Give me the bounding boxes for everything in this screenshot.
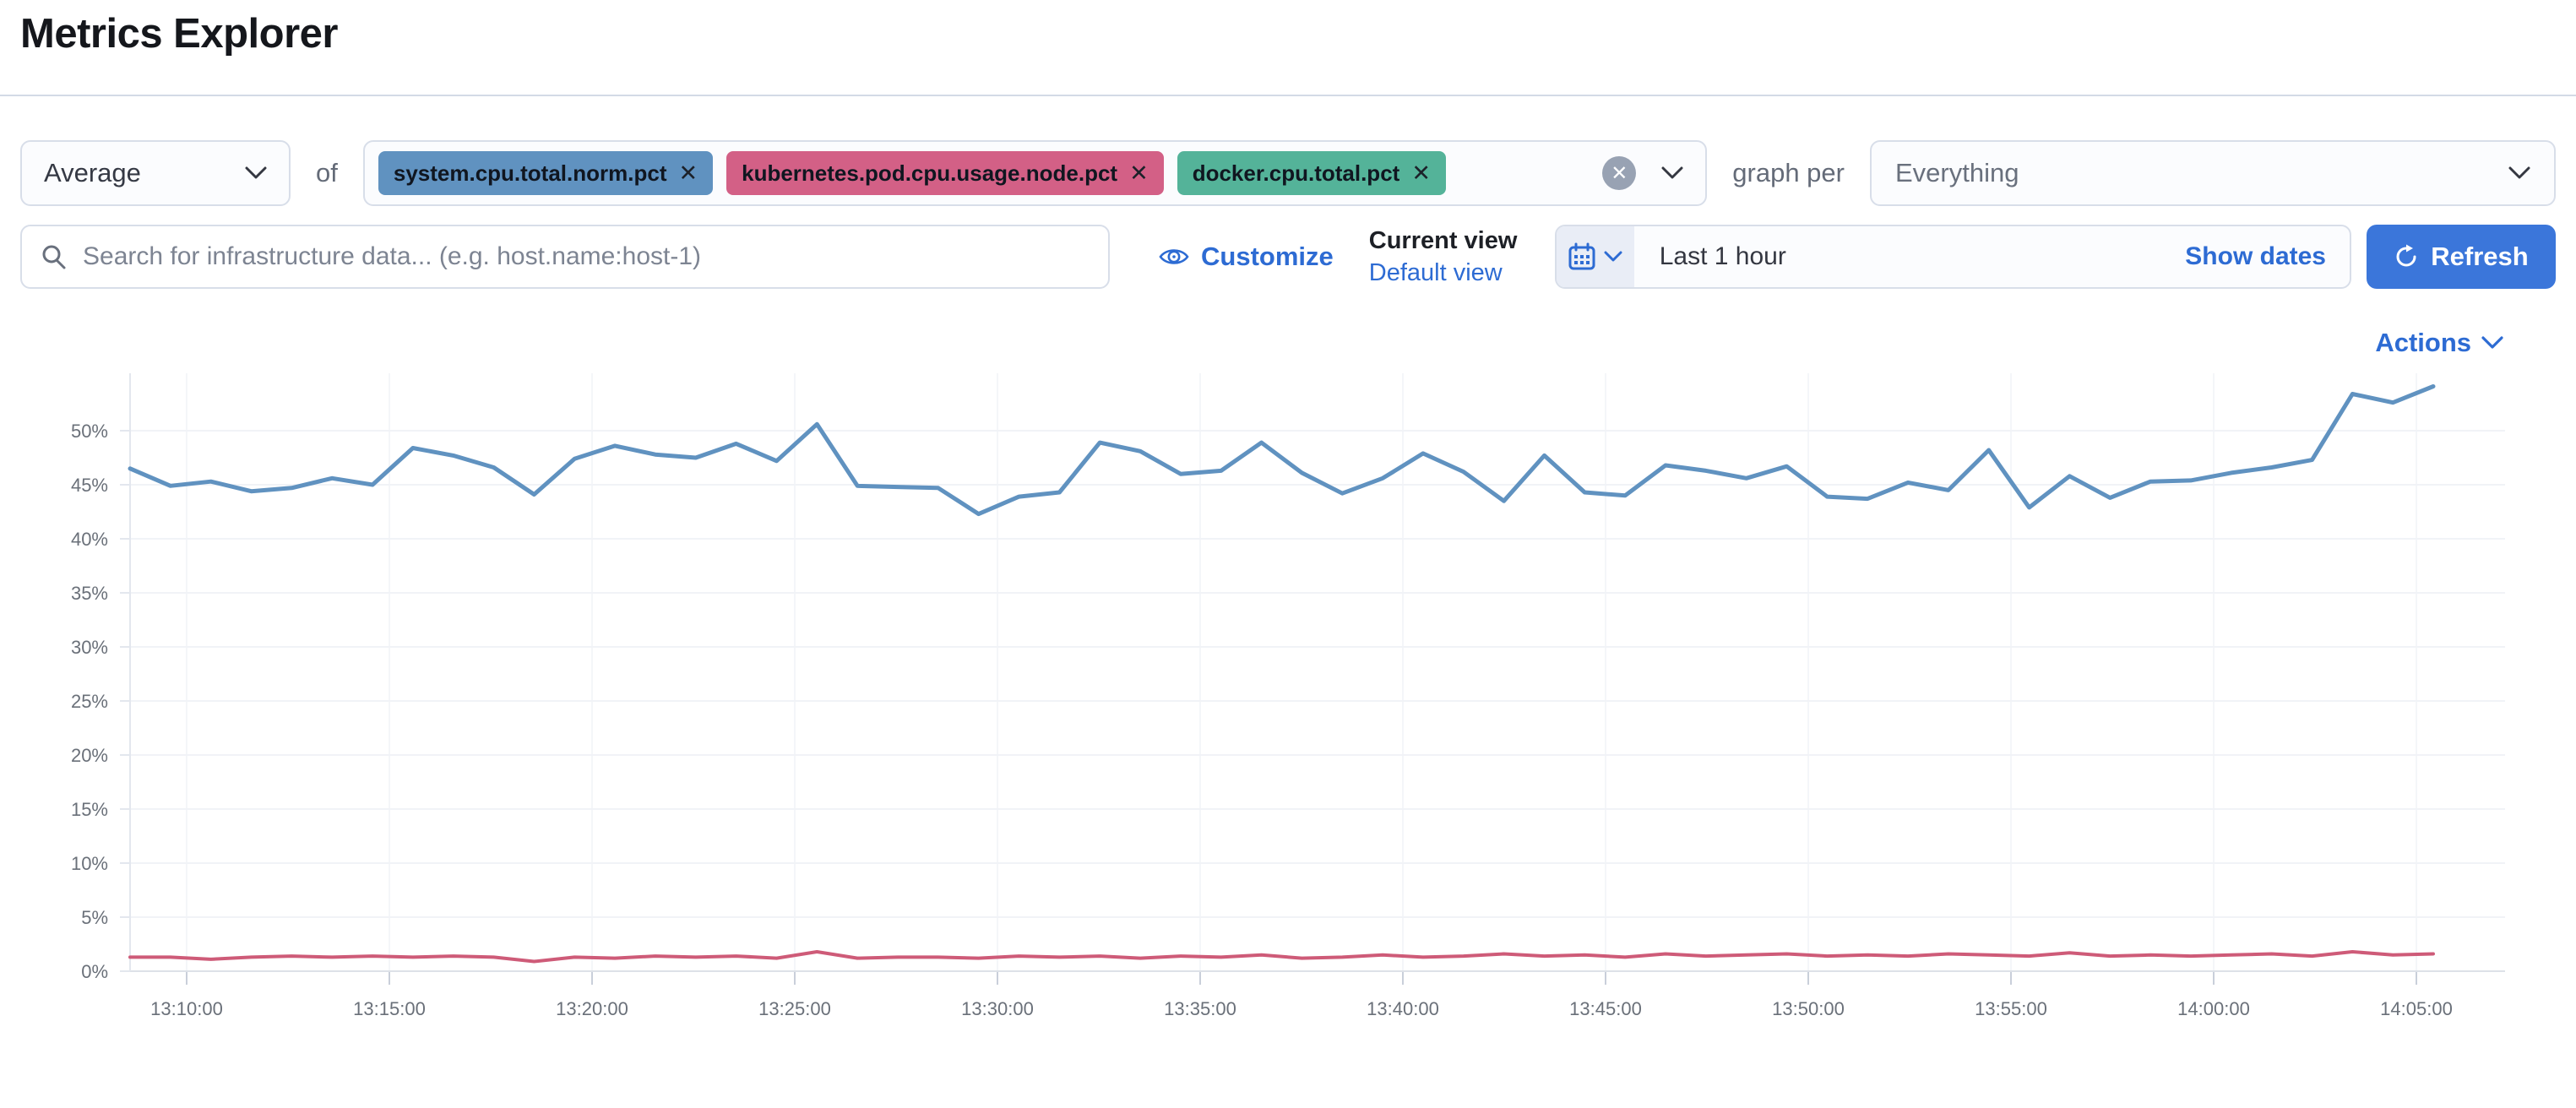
svg-text:13:50:00: 13:50:00: [1772, 998, 1845, 1019]
svg-text:13:45:00: 13:45:00: [1569, 998, 1642, 1019]
svg-text:45%: 45%: [71, 475, 108, 496]
header-divider: [0, 95, 2576, 96]
aggregation-select[interactable]: Average: [20, 140, 291, 206]
metric-chip-label: system.cpu.total.norm.pct: [393, 160, 667, 186]
metric-chip-label: kubernetes.pod.cpu.usage.node.pct: [742, 160, 1118, 186]
series-line: [128, 384, 2436, 517]
remove-metric-icon[interactable]: ✕: [678, 160, 698, 186]
svg-text:13:25:00: 13:25:00: [758, 998, 831, 1019]
eye-icon: [1159, 249, 1189, 264]
svg-text:13:35:00: 13:35:00: [1164, 998, 1236, 1019]
time-range-value[interactable]: Last 1 hour: [1659, 242, 1786, 270]
svg-text:20%: 20%: [71, 745, 108, 766]
svg-text:13:10:00: 13:10:00: [150, 998, 223, 1019]
chart-context-menu[interactable]: Actions: [20, 328, 2556, 358]
current-view-label: Current view: [1368, 226, 1518, 254]
svg-text:5%: 5%: [81, 907, 108, 928]
svg-text:40%: 40%: [71, 529, 108, 550]
metric-chip[interactable]: system.cpu.total.norm.pct ✕: [378, 151, 714, 195]
chart-series: [128, 384, 2436, 964]
search-icon: [42, 245, 66, 269]
svg-text:13:55:00: 13:55:00: [1975, 998, 2047, 1019]
chevron-down-icon: [2481, 336, 2503, 349]
svg-text:25%: 25%: [71, 691, 108, 712]
svg-text:30%: 30%: [71, 637, 108, 658]
of-label: of: [316, 158, 338, 187]
metrics-combobox[interactable]: system.cpu.total.norm.pct ✕ kubernetes.pod…: [362, 140, 1708, 206]
series-line: [128, 950, 2435, 964]
chevron-down-icon: [1604, 251, 1622, 262]
svg-text:13:15:00: 13:15:00: [353, 998, 426, 1019]
refresh-label: Refresh: [2431, 242, 2529, 271]
search-input[interactable]: [83, 242, 1090, 271]
svg-text:13:30:00: 13:30:00: [961, 998, 1034, 1019]
customize-label: Customize: [1201, 242, 1334, 271]
quick-select-menu-button[interactable]: [1556, 226, 1634, 287]
svg-text:14:05:00: 14:05:00: [2380, 998, 2453, 1019]
search-box[interactable]: [20, 225, 1110, 289]
svg-text:15%: 15%: [71, 799, 108, 820]
refresh-button[interactable]: Refresh: [2367, 225, 2556, 289]
chevron-down-icon: [2508, 166, 2530, 179]
svg-text:35%: 35%: [71, 583, 108, 604]
customize-button[interactable]: Customize: [1159, 242, 1334, 272]
group-by-select[interactable]: Everything: [1870, 140, 2556, 206]
actions-label: Actions: [2375, 328, 2471, 357]
default-view-link[interactable]: Default view: [1368, 259, 1503, 286]
metrics-chart[interactable]: 0% 5% 10% 15% 20% 25% 30% 35% 40% 45% 50% 13:10:00 1…: [0, 365, 2576, 1038]
calendar-icon: [1568, 242, 1595, 270]
group-by-value: Everything: [1895, 158, 2019, 187]
remove-metric-icon[interactable]: ✕: [1411, 160, 1431, 186]
graph-per-label: graph per: [1732, 158, 1845, 187]
page-title: Metrics Explorer: [20, 11, 339, 57]
svg-text:10%: 10%: [71, 853, 108, 874]
remove-metric-icon[interactable]: ✕: [1129, 160, 1149, 186]
svg-text:0%: 0%: [81, 961, 108, 982]
metric-chip[interactable]: kubernetes.pod.cpu.usage.node.pct ✕: [726, 151, 1164, 195]
chart-gridlines: [120, 373, 2505, 985]
svg-text:13:20:00: 13:20:00: [556, 998, 628, 1019]
chevron-down-icon[interactable]: [1661, 166, 1683, 180]
metric-chip[interactable]: docker.cpu.total.pct ✕: [1177, 151, 1446, 195]
y-axis-labels: 0% 5% 10% 15% 20% 25% 30% 35% 40% 45% 50%: [71, 421, 108, 982]
show-dates-button[interactable]: Show dates: [2185, 242, 2326, 270]
metrics-chart-svg: 0%5%10%15%20%25%30%35%40%45%50%13:10:00 1…: [71, 373, 2505, 1019]
chevron-down-icon: [245, 166, 267, 179]
filter-row: Customize Current view Default view La: [20, 225, 2556, 289]
clear-metrics-button[interactable]: ✕: [1602, 156, 1637, 190]
aggregation-value: Average: [44, 158, 141, 187]
metric-chip-label: docker.cpu.total.pct: [1192, 160, 1400, 186]
metric-builder-row: Average of system.cpu.total.norm.pct ✕ kub…: [20, 140, 2556, 206]
time-range-picker: Last 1 hour Show dates: [1554, 225, 2351, 289]
svg-text:13:40:00: 13:40:00: [1367, 998, 1439, 1019]
refresh-icon: [2396, 244, 2416, 267]
svg-text:50%: 50%: [71, 421, 108, 442]
svg-text:14:00:00: 14:00:00: [2177, 998, 2250, 1019]
x-axis-labels: 13:10:00 13:15:00 13:20:00 13:25:00 13:30:00…: [150, 998, 2453, 1019]
saved-view-block: Current view Default view: [1369, 225, 1523, 289]
